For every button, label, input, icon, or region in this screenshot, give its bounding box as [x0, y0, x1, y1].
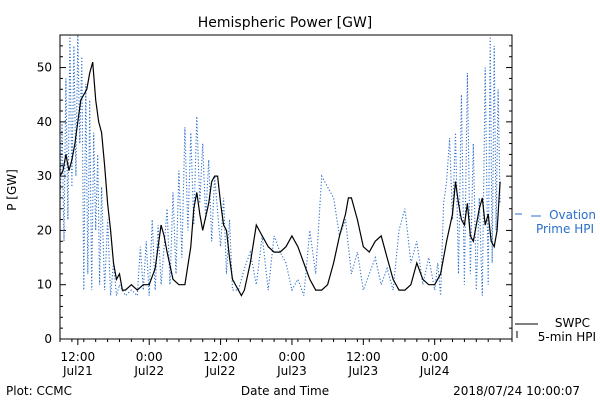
- x-tick-label-date: Jul22: [205, 364, 236, 378]
- x-tick-label-date: Jul24: [419, 364, 450, 378]
- x-tick-label-time: 12:00: [61, 350, 96, 364]
- legend-ovation-line2: Prime HPI: [536, 222, 594, 236]
- x-tick-label-time: 12:00: [203, 350, 238, 364]
- y-tick-label: 20: [37, 223, 52, 237]
- series-line-swpc: [59, 61, 501, 297]
- x-axis: 12:00Jul210:00Jul2212:00Jul220:00Jul2312…: [59, 339, 513, 378]
- series-layer: [59, 34, 501, 297]
- x-tick-label-date: Jul22: [133, 364, 164, 378]
- x-axis-label: Date and Time: [241, 384, 329, 398]
- x-tick-label-time: 0:00: [278, 350, 305, 364]
- x-tick-label-date: Jul23: [347, 364, 378, 378]
- y-tick-label: 30: [37, 169, 52, 183]
- legend-swpc-line1: SWPC: [555, 316, 590, 330]
- plot-frame: [59, 34, 513, 340]
- x-tick-label-date: Jul23: [276, 364, 307, 378]
- x-tick-label-time: 0:00: [136, 350, 163, 364]
- legend-swpc-line2: 5-min HPI: [538, 330, 596, 344]
- y-axis-label: P [GW]: [5, 169, 19, 211]
- series-line-ovation: [59, 34, 501, 297]
- y-tick-label: 10: [37, 278, 52, 292]
- x-tick-label-date: Jul21: [62, 364, 93, 378]
- footer-timestamp: 2018/07/24 10:00:07: [453, 384, 580, 398]
- chart-title: Hemispheric Power [GW]: [198, 15, 373, 31]
- footer-plot-credit: Plot: CCMC: [6, 384, 72, 398]
- y-tick-label: 0: [44, 332, 52, 346]
- legend-ovation-line1: Ovation: [549, 208, 596, 222]
- y-tick-label: 40: [37, 115, 52, 129]
- x-tick-label-time: 0:00: [421, 350, 448, 364]
- y-axis: 0 10 20 30 40 50: [37, 34, 512, 346]
- x-tick-label-time: 12:00: [346, 350, 381, 364]
- y-tick-label: 50: [37, 61, 52, 75]
